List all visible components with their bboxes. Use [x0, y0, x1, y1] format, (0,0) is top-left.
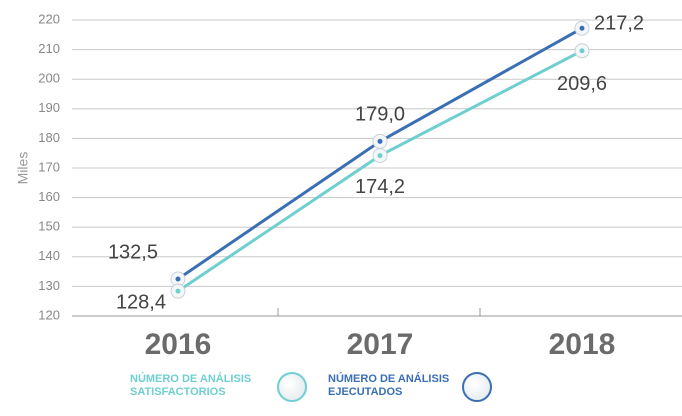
- marker-dot: [579, 48, 585, 54]
- y-tick-label: 180: [38, 130, 60, 145]
- legend-swatch: [277, 372, 307, 402]
- y-tick-label: 220: [38, 11, 60, 26]
- data-label: 132,5: [108, 241, 158, 263]
- x-tick-label: 2018: [549, 328, 616, 361]
- x-tick-label: 2016: [145, 328, 212, 361]
- y-tick-label: 150: [38, 219, 60, 234]
- y-tick-label: 140: [38, 248, 60, 263]
- y-tick-label: 200: [38, 71, 60, 86]
- y-tick-label: 170: [38, 159, 60, 174]
- y-tick-label: 160: [38, 189, 60, 204]
- data-label: 179,0: [355, 104, 405, 126]
- marker-dot: [377, 153, 383, 159]
- y-tick-label: 120: [38, 307, 60, 322]
- legend-label: NÚMERO DE ANÁLISIS EJECUTADOS: [328, 373, 450, 398]
- data-label: 209,6: [557, 73, 607, 95]
- marker-dot: [579, 25, 585, 31]
- y-tick-label: 190: [38, 100, 60, 115]
- y-tick-label: 130: [38, 278, 60, 293]
- marker-dot: [377, 138, 383, 144]
- legend-swatch: [462, 372, 492, 402]
- y-axis-label: Miles: [15, 152, 31, 185]
- x-tick-label: 2017: [347, 328, 414, 361]
- marker-dot: [175, 276, 181, 282]
- data-label: 217,2: [594, 13, 644, 35]
- legend-label: NÚMERO DE ANÁLISIS SATISFACTORIOS: [130, 373, 252, 398]
- data-label: 128,4: [116, 291, 166, 313]
- marker-dot: [175, 288, 181, 294]
- y-tick-label: 210: [38, 41, 60, 56]
- data-label: 174,2: [355, 176, 405, 198]
- line: [177, 49, 583, 293]
